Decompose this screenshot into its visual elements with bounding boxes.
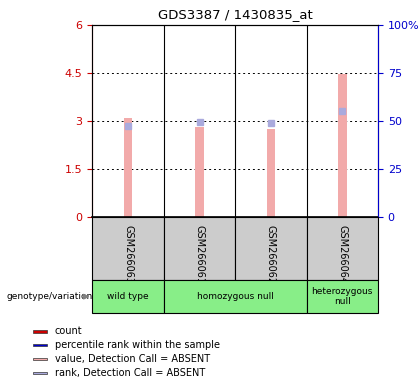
- Bar: [92, 217, 164, 280]
- Bar: [195, 127, 204, 217]
- Text: GSM266061: GSM266061: [194, 225, 205, 283]
- Bar: [33, 358, 47, 360]
- Text: rank, Detection Call = ABSENT: rank, Detection Call = ABSENT: [55, 368, 205, 378]
- Bar: [33, 344, 47, 346]
- Text: heterozygous
null: heterozygous null: [312, 287, 373, 306]
- Text: GSM266064: GSM266064: [337, 225, 347, 283]
- Text: percentile rank within the sample: percentile rank within the sample: [55, 340, 220, 350]
- Title: GDS3387 / 1430835_at: GDS3387 / 1430835_at: [158, 8, 312, 21]
- Bar: [92, 280, 164, 313]
- Bar: [338, 74, 346, 217]
- Text: GSM266062: GSM266062: [266, 225, 276, 284]
- Bar: [164, 280, 307, 313]
- Bar: [307, 280, 378, 313]
- Text: genotype/variation: genotype/variation: [6, 292, 92, 301]
- Text: GSM266063: GSM266063: [123, 225, 133, 283]
- Text: value, Detection Call = ABSENT: value, Detection Call = ABSENT: [55, 354, 210, 364]
- Bar: [267, 129, 275, 217]
- Text: count: count: [55, 326, 82, 336]
- Text: homozygous null: homozygous null: [197, 292, 274, 301]
- Text: wild type: wild type: [107, 292, 149, 301]
- Bar: [33, 372, 47, 374]
- Bar: [235, 217, 307, 280]
- Bar: [33, 330, 47, 333]
- Bar: [307, 217, 378, 280]
- Bar: [124, 118, 132, 217]
- Bar: [164, 217, 235, 280]
